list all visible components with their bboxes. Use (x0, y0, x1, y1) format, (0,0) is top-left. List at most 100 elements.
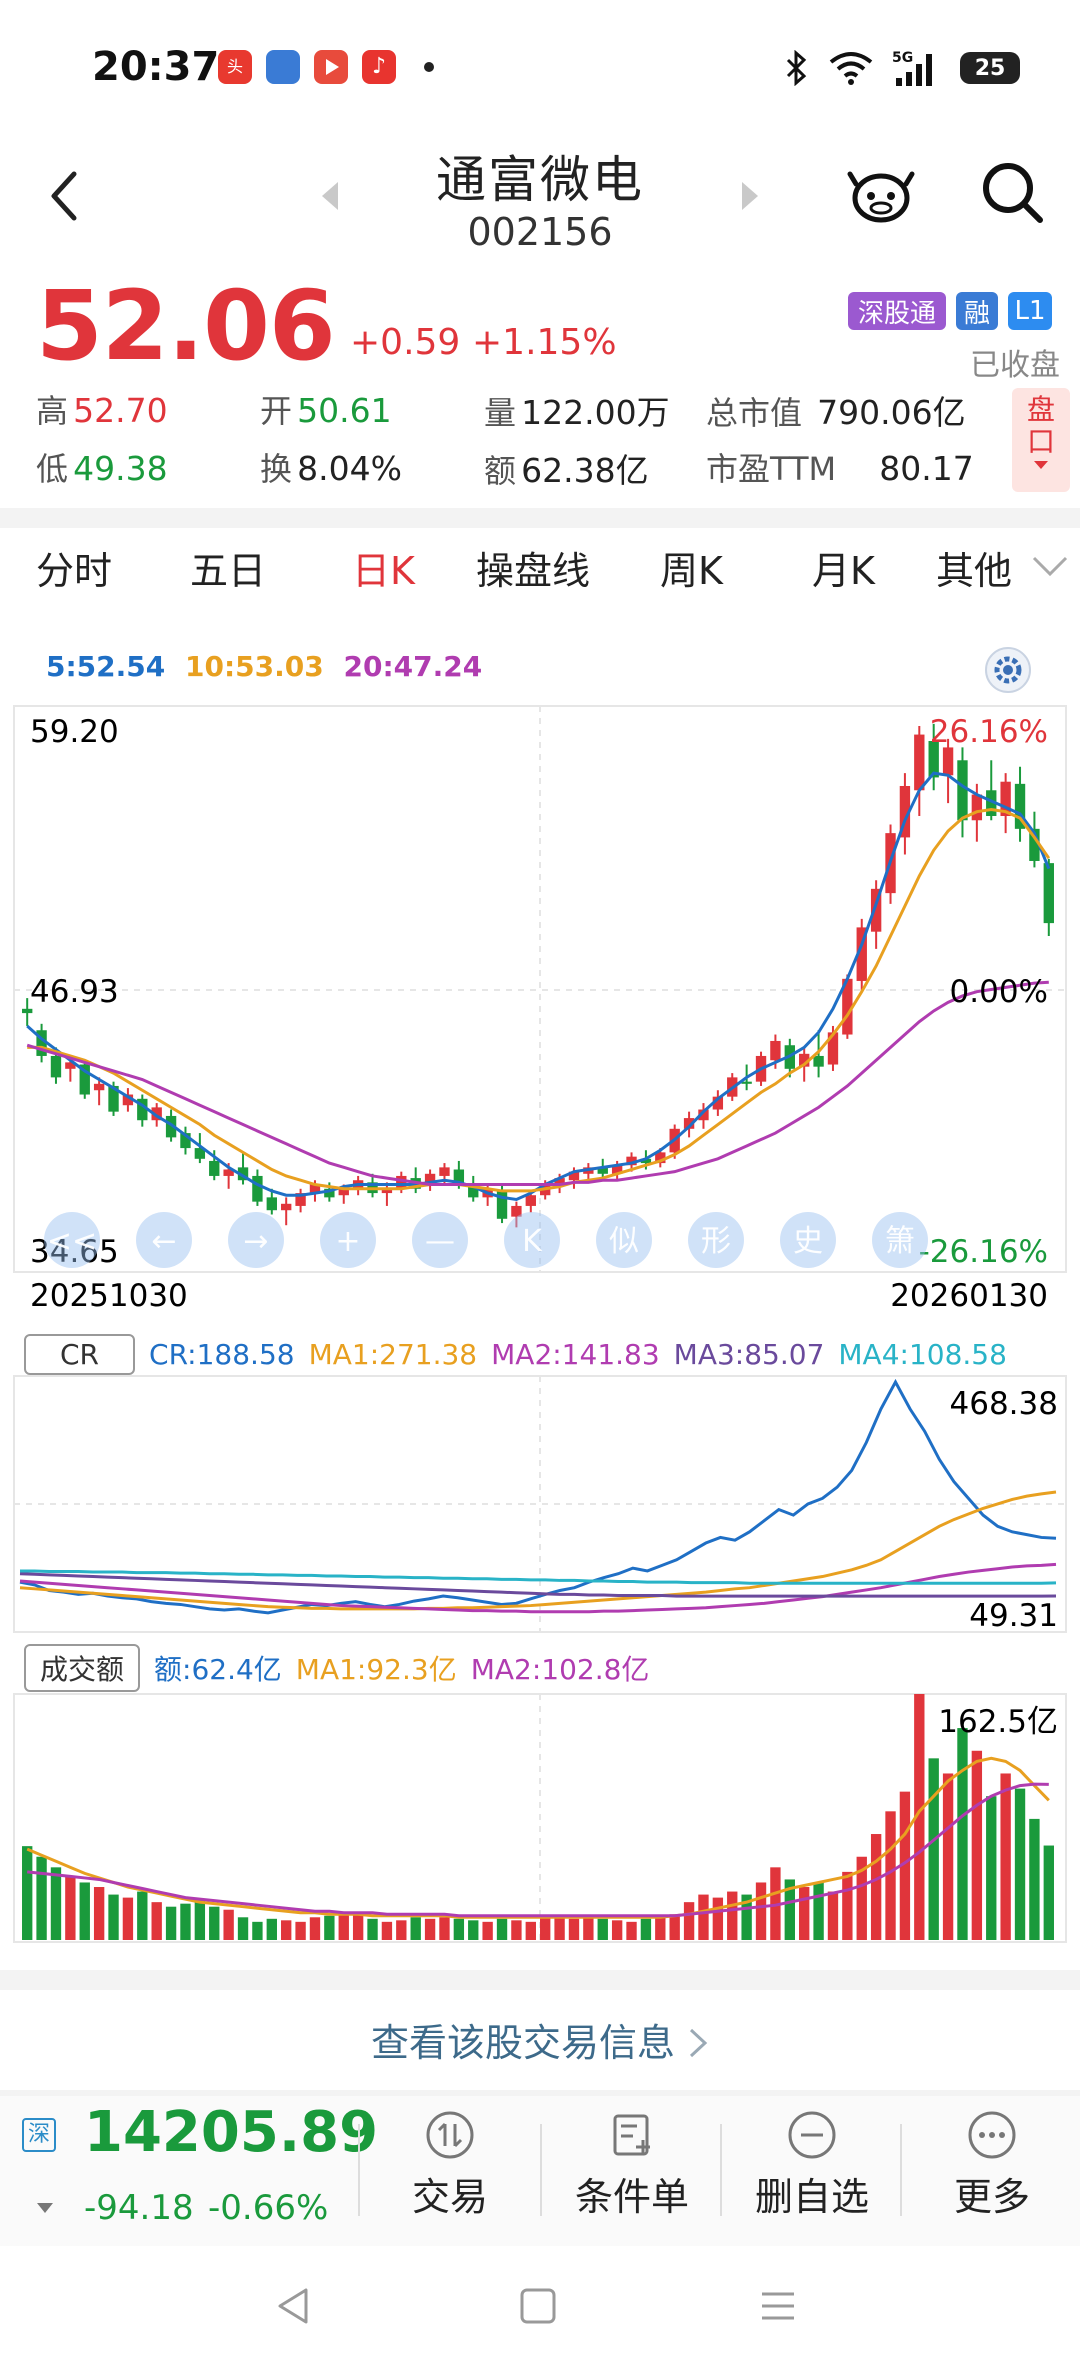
prev-stock-arrow[interactable] (318, 178, 342, 214)
more-button[interactable]: 更多 (902, 2110, 1080, 2221)
candle-body (137, 1098, 148, 1121)
ma-line-ma10 (27, 808, 1051, 1193)
weather-app-icon (266, 50, 300, 84)
divider (900, 2124, 902, 2216)
x-axis-end-label: 20260130 (890, 1278, 1048, 1314)
badge-l1[interactable]: L1 (1008, 292, 1052, 330)
candle-body (266, 1197, 277, 1211)
back-nav-icon[interactable] (272, 2284, 316, 2328)
turnover-bar (439, 1917, 450, 1940)
quote-high: 高 52.70 (36, 391, 168, 430)
turnover-bar (1014, 1788, 1026, 1940)
status-bar: 20:37 头 ♪ 5G 25 (0, 0, 1080, 140)
candle-body (194, 1148, 206, 1159)
index-value[interactable]: 14205.89 (84, 2100, 379, 2165)
candle-body (281, 1203, 292, 1211)
turnover-bar (122, 1897, 134, 1940)
order-book-label: 盘口 (1026, 393, 1055, 458)
turnover-bar (741, 1894, 752, 1940)
tab-trading-line[interactable]: 操盘线 (476, 549, 591, 593)
turnover-bar (942, 1773, 954, 1940)
back-button[interactable] (40, 160, 90, 230)
candle-body (309, 1184, 321, 1194)
kline-chart[interactable]: 59.20 46.93 34.65 26.16% 0.00% -26.16% 2… (0, 700, 1080, 1970)
music-app-icon: ♪ (362, 50, 396, 84)
turnover-indicator-button[interactable]: 成交额 (24, 1644, 141, 1692)
turnover-ma-lines (26, 1756, 1050, 1919)
more-icon (968, 2111, 1016, 2159)
tab-weekly-k[interactable]: 周K (660, 549, 723, 593)
tab-intraday[interactable]: 分时 (36, 549, 113, 593)
home-nav-icon[interactable] (516, 2284, 560, 2328)
turnover-bar (151, 1902, 162, 1940)
chart-tabs: 分时 五日 日K 操盘线 周K 月K 其他 (0, 540, 1080, 620)
remove-watchlist-icon (788, 2111, 836, 2159)
overlay-button (44, 1212, 100, 1268)
turnover-ma-line-ma1 (26, 1756, 1050, 1919)
candle-body (899, 785, 911, 838)
turnover-value: 额:62.4亿 (154, 1653, 282, 1686)
x-axis-start-label: 20251030 (30, 1278, 188, 1314)
tab-daily-k[interactable]: 日K (352, 549, 415, 593)
candle-body (151, 1107, 162, 1121)
tab-five-day[interactable]: 五日 (190, 549, 267, 593)
candle-body (165, 1115, 177, 1138)
overlay-button-label: ← (151, 1224, 176, 1259)
ma5-value: 5:52.54 (46, 650, 166, 683)
turnover-bar (611, 1920, 623, 1940)
cr-ma2-value: MA2:141.83 (491, 1338, 660, 1371)
chevron-left-icon (51, 171, 77, 221)
system-navigation-bar (0, 2246, 1080, 2373)
cow-icon (847, 171, 915, 223)
order-book-button[interactable]: 盘口 (1012, 388, 1070, 492)
candle-body (1029, 828, 1040, 861)
candle-body (856, 927, 867, 981)
turnover-bar (799, 1887, 810, 1940)
quote-market-cap: 总市值 790.06亿 (706, 393, 966, 432)
price-change: +0.59 (350, 322, 461, 363)
overlay-button-label: << (47, 1224, 97, 1259)
quote-low: 低 49.38 (36, 449, 168, 488)
turnover-bar (971, 1750, 983, 1940)
candle-body (827, 1032, 839, 1065)
turnover-ma2-value: MA2:102.8亿 (470, 1653, 650, 1686)
cow-assistant-button[interactable] (846, 160, 916, 230)
tab-monthly-k[interactable]: 月K (812, 549, 875, 593)
condition-order-button[interactable]: 条件单 (542, 2110, 722, 2221)
tab-other[interactable]: 其他 (936, 549, 1013, 593)
more-label: 更多 (953, 2175, 1030, 2219)
candle-body (22, 1008, 33, 1014)
turnover-bar (784, 1879, 795, 1940)
badge-hk-connect[interactable]: 深股通 (848, 292, 946, 330)
candle-body (209, 1160, 220, 1176)
chart-overlay-buttons: << ← → + — K 似 形 史 箫 (44, 1212, 928, 1268)
chart-settings-button[interactable] (984, 646, 1032, 694)
turnover-bar (324, 1915, 335, 1940)
remove-watchlist-button[interactable]: 删自选 (722, 2110, 902, 2221)
toutiao-icon: 头 (218, 50, 252, 84)
menu-nav-icon[interactable] (756, 2284, 800, 2328)
turnover-bar (583, 1917, 594, 1940)
turnover-bar (669, 1914, 680, 1940)
turnover-bar (870, 1834, 882, 1940)
turnover-bar (468, 1920, 479, 1940)
chevron-down-icon[interactable] (1030, 554, 1070, 580)
cr-lines (19, 1378, 1057, 1615)
search-button[interactable] (978, 158, 1048, 228)
view-trade-info-link[interactable]: 查看该股交易信息 (0, 2012, 1080, 2067)
turnover-bar (626, 1921, 637, 1940)
turnover-bar (540, 1917, 551, 1940)
candle-body (842, 978, 853, 1035)
next-stock-arrow[interactable] (738, 178, 762, 214)
turnover-bar (885, 1811, 896, 1940)
badge-margin[interactable]: 融 (956, 292, 998, 330)
candle-body (122, 1094, 134, 1106)
cr-indicator-button[interactable]: CR (24, 1334, 136, 1375)
overlay-button (688, 1212, 744, 1268)
ma10-value: 10:53.03 (185, 650, 324, 683)
overlay-button-label: 史 (793, 1224, 823, 1259)
cr-line-ma1 (19, 1490, 1057, 1611)
turnover-bar (568, 1918, 580, 1940)
candle-body (957, 760, 968, 821)
trade-button[interactable]: 交易 (360, 2110, 540, 2221)
